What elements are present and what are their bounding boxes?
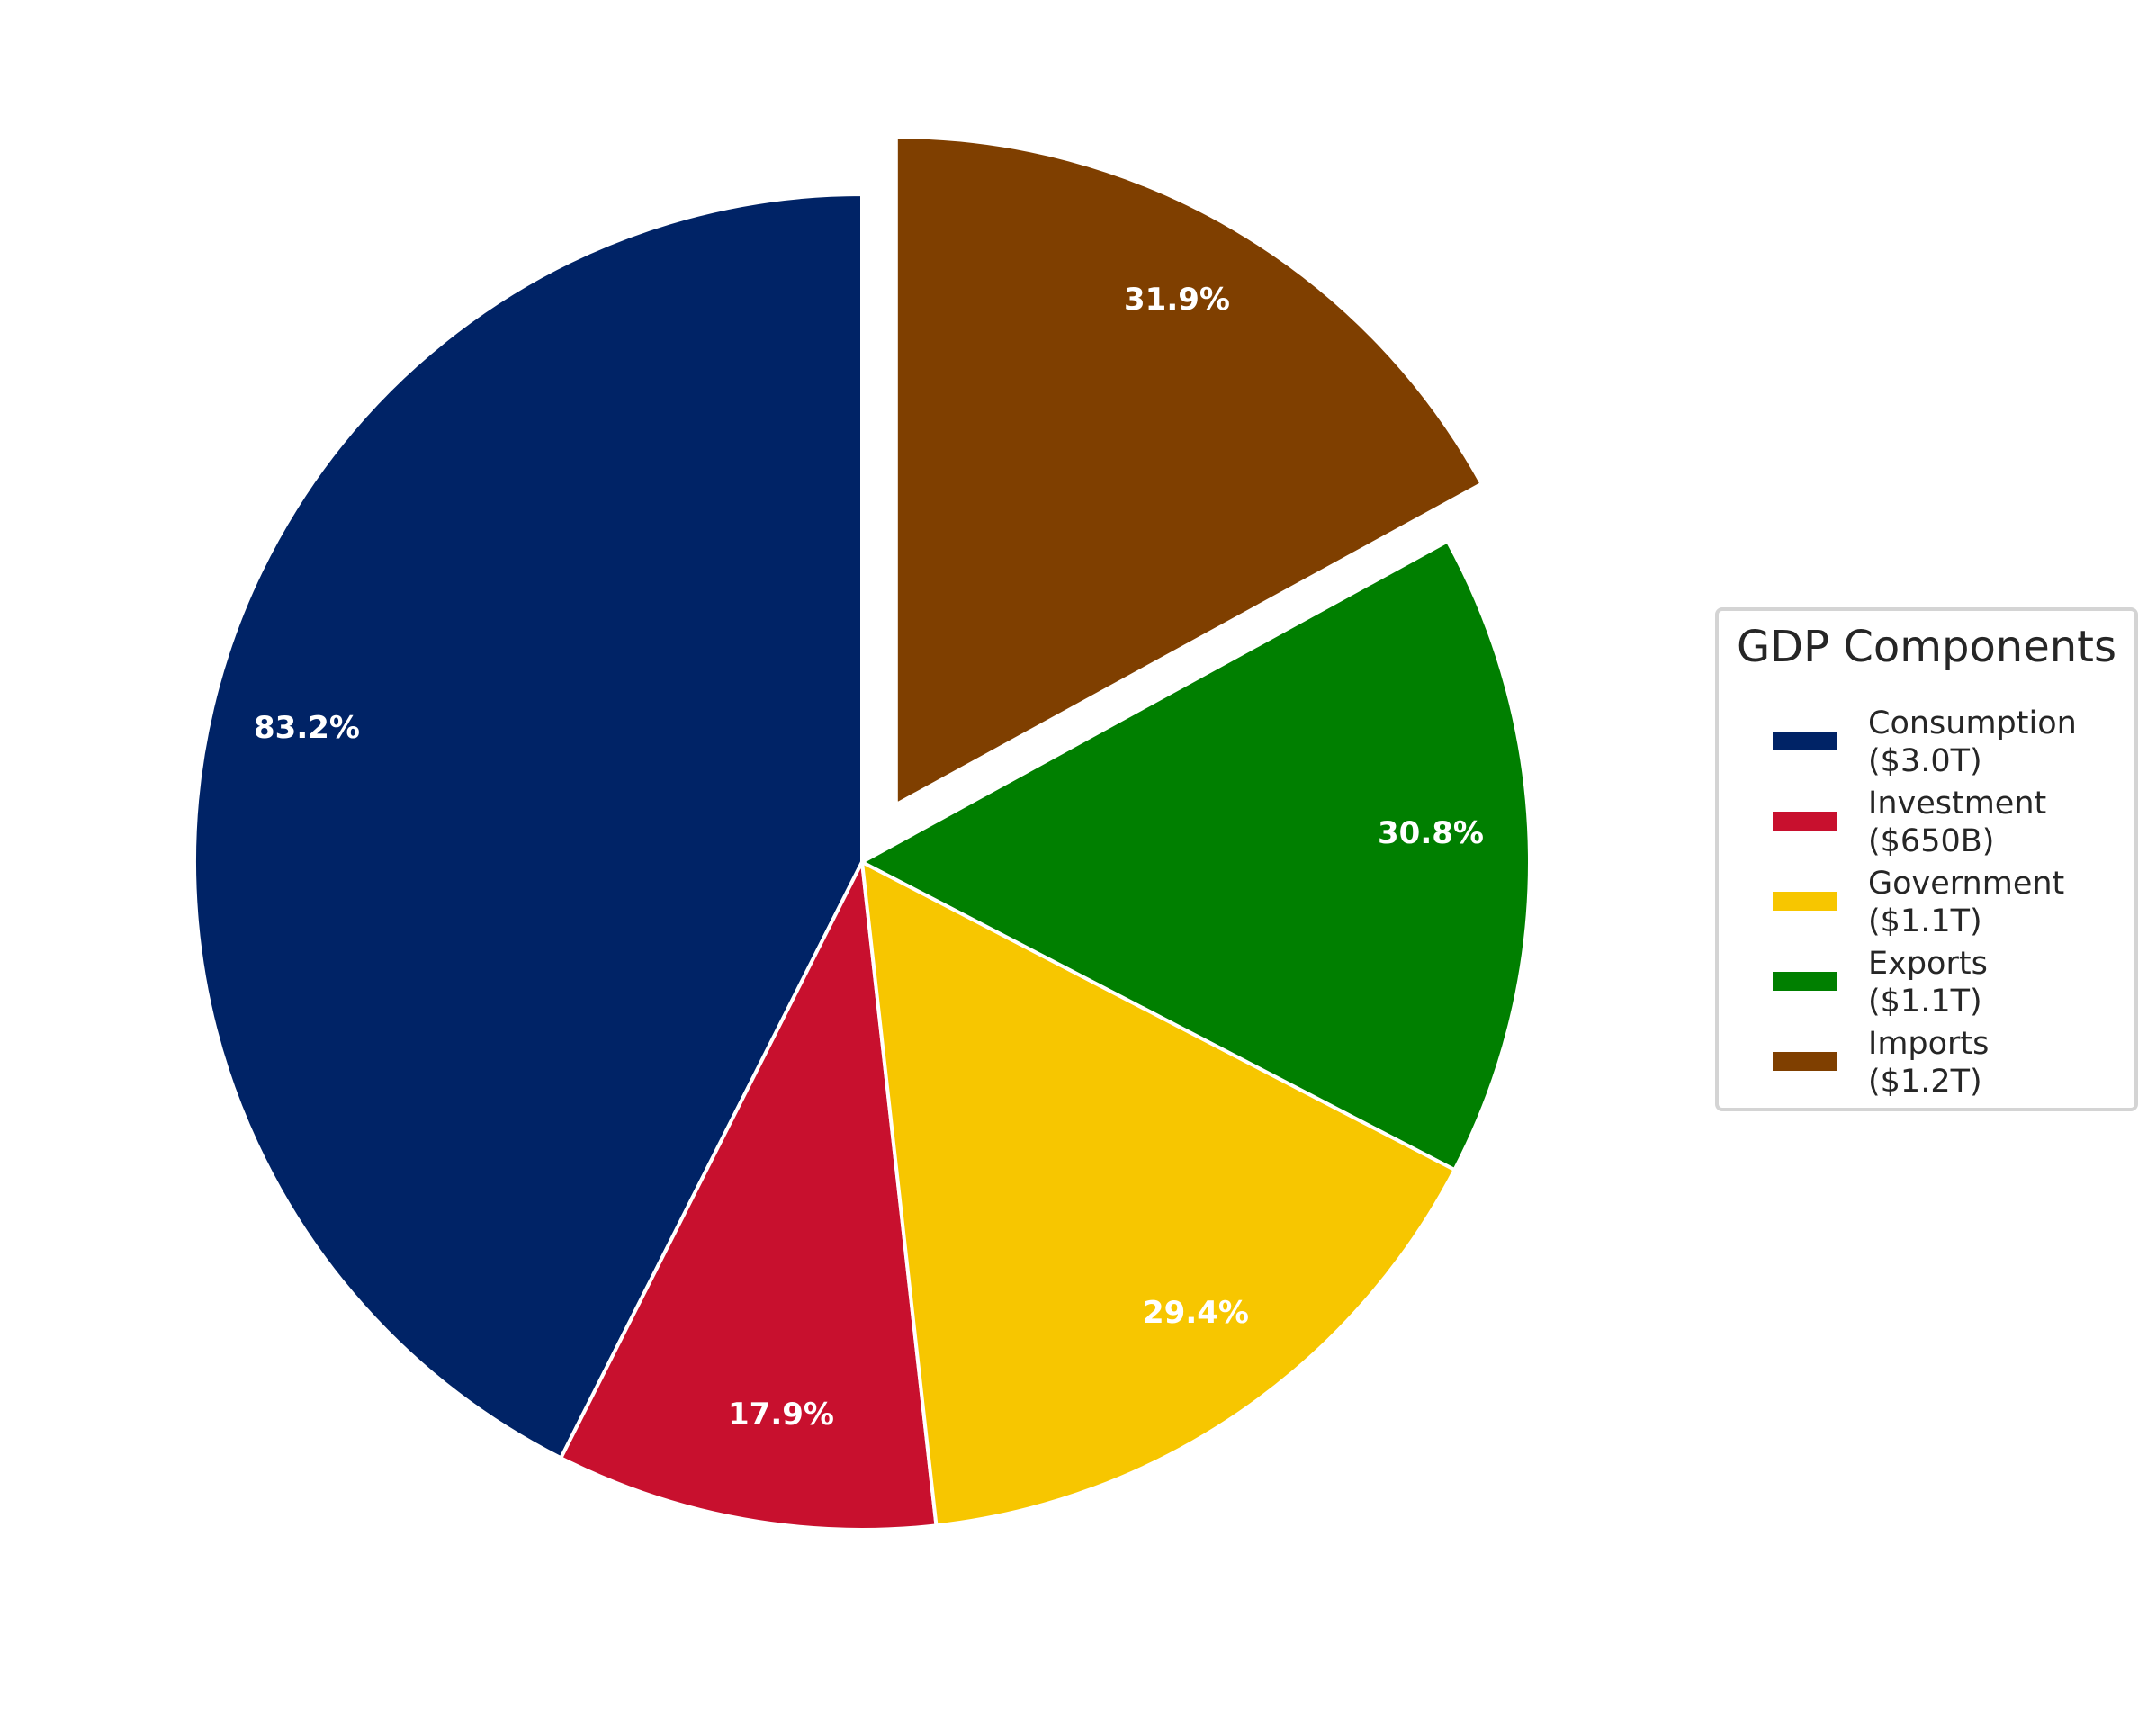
slice-label-investment: 17.9% — [728, 1397, 834, 1433]
pie-labels: 83.2% 17.9% 29.4% 30.8% 31.9% — [254, 282, 1484, 1433]
legend-item-government: Government ($1.1T) — [1773, 866, 2133, 953]
legend-label: Investment — [1868, 786, 2047, 822]
legend-swatch-imports — [1773, 1052, 1837, 1071]
legend-value: ($650B) — [1868, 823, 1995, 859]
legend-label: Consumption — [1868, 705, 2077, 741]
slice-label-government: 29.4% — [1143, 1295, 1249, 1331]
legend-value: ($1.2T) — [1868, 1064, 1982, 1100]
legend-label: Government — [1868, 866, 2065, 902]
slice-label-imports: 31.9% — [1124, 282, 1230, 318]
pie-slice-exports — [860, 539, 1532, 1172]
legend-item-imports: Imports ($1.2T) — [1773, 1026, 2133, 1113]
legend-item-investment: Investment ($650B) — [1773, 786, 2133, 873]
pie-slice-investment — [559, 860, 939, 1532]
legend-value: ($1.1T) — [1868, 903, 1982, 939]
legend-swatch-consumption — [1773, 732, 1837, 750]
legend-value: ($1.1T) — [1868, 984, 1982, 1020]
pie-slice-government — [860, 860, 1457, 1528]
pie-slice-consumption — [193, 193, 864, 1460]
legend-title: GDP Components — [1736, 622, 2117, 672]
legend-swatch-investment — [1773, 812, 1837, 831]
legend-swatch-exports — [1773, 972, 1837, 991]
pie-wedges — [193, 135, 1532, 1532]
legend-item-exports: Exports ($1.1T) — [1773, 946, 2133, 1033]
pie-slice-imports — [894, 135, 1484, 807]
legend-swatch-government — [1773, 892, 1837, 911]
legend-value: ($3.0T) — [1868, 743, 1982, 779]
legend-label: Imports — [1868, 1026, 1990, 1062]
legend: GDP Components Consumption ($3.0T) Invest… — [1715, 607, 2138, 1111]
slice-label-exports: 30.8% — [1378, 815, 1484, 851]
slice-label-consumption: 83.2% — [254, 710, 360, 746]
legend-label: Exports — [1868, 946, 1988, 982]
legend-item-consumption: Consumption ($3.0T) — [1773, 705, 2133, 793]
